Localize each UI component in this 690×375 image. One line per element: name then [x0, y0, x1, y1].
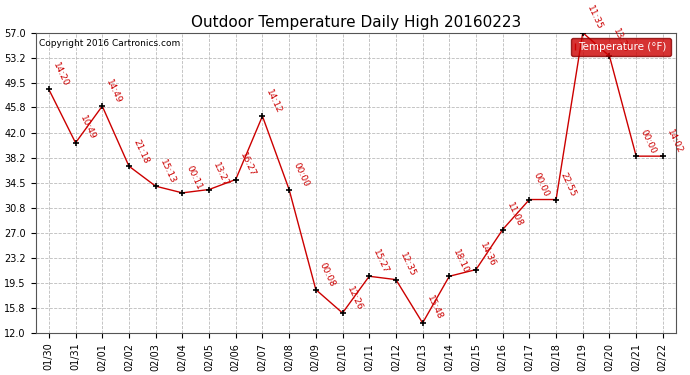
Text: 10:49: 10:49	[78, 114, 97, 141]
Text: 11:35: 11:35	[585, 4, 604, 32]
Title: Outdoor Temperature Daily High 20160223: Outdoor Temperature Daily High 20160223	[190, 15, 521, 30]
Text: 14:49: 14:49	[104, 78, 124, 105]
Text: 12:35: 12:35	[398, 251, 417, 278]
Text: 22:55: 22:55	[558, 171, 578, 198]
Text: 14:20: 14:20	[51, 61, 70, 88]
Text: 15:27: 15:27	[371, 248, 391, 275]
Text: Copyright 2016 Cartronics.com: Copyright 2016 Cartronics.com	[39, 39, 180, 48]
Text: 14:12: 14:12	[264, 88, 284, 115]
Text: 00:00: 00:00	[638, 128, 658, 155]
Text: 16:27: 16:27	[238, 151, 257, 178]
Text: 15:13: 15:13	[158, 158, 177, 185]
Text: 00:00: 00:00	[531, 171, 551, 198]
Text: 12:26: 12:26	[344, 285, 364, 312]
Text: 13:35: 13:35	[611, 27, 631, 55]
Text: 14:36: 14:36	[478, 241, 497, 268]
Text: 00:11: 00:11	[184, 164, 204, 192]
Text: 11:08: 11:08	[505, 201, 524, 228]
Text: 00:00: 00:00	[291, 161, 310, 188]
Text: 13:27: 13:27	[211, 161, 230, 188]
Text: 21:18: 21:18	[131, 138, 150, 165]
Legend: Temperature (°F): Temperature (°F)	[571, 38, 671, 56]
Text: 14:02: 14:02	[665, 128, 684, 155]
Text: 15:48: 15:48	[425, 294, 444, 322]
Text: 00:08: 00:08	[318, 261, 337, 288]
Text: 18:10: 18:10	[451, 248, 471, 275]
